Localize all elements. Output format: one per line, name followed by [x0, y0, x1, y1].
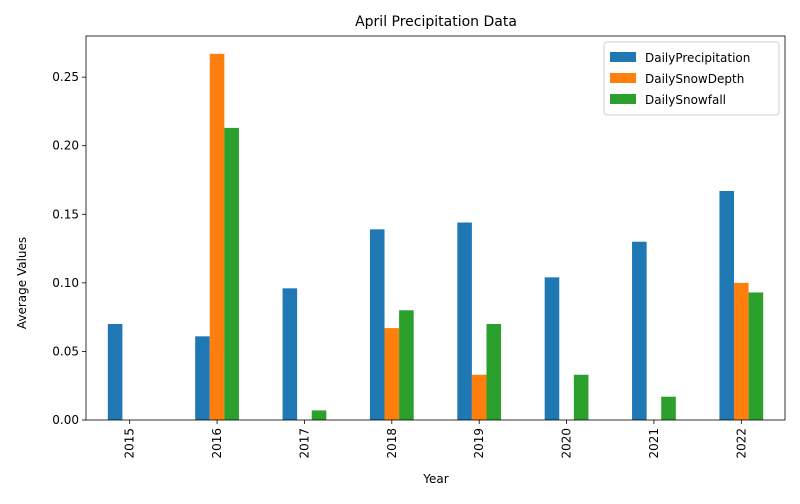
x-tick-label: 2018 [385, 428, 399, 459]
legend-box [603, 41, 780, 116]
x-tick-label: 2020 [560, 428, 574, 459]
y-tick-label: 0.20 [52, 139, 79, 153]
bar-DailySnowfall-2017 [311, 410, 327, 420]
plot-frame [85, 35, 786, 421]
bar-DailySnowfall-2022 [748, 292, 764, 420]
bar-DailySnowfall-2018 [399, 310, 414, 420]
bar-DailyPrecipitation-2020 [544, 277, 560, 420]
x-tick-label: 2019 [472, 428, 486, 459]
bar-DailyPrecipitation-2018 [369, 229, 385, 420]
y-tick-label: 0.05 [52, 344, 79, 358]
x-tick-label: 2022 [734, 428, 748, 459]
axes-group: 0.00 0.05 0.10 0.15 0.20 0.25 2015 2016 2017 2018… [52, 35, 786, 459]
bar-DailyPrecipitation-2022 [719, 190, 735, 420]
bar-DailyPrecipitation-2021 [632, 241, 647, 420]
x-tick-label: 2016 [210, 428, 224, 459]
bar-DailyPrecipitation-2015 [107, 324, 123, 420]
legend-swatch-DailySnowfall [610, 94, 636, 104]
y-axis-label: Average Values [15, 237, 29, 329]
legend-swatch-DailySnowDepth [610, 73, 636, 83]
y-tick-label: 0.00 [52, 413, 79, 427]
y-tick-label: 0.10 [52, 276, 79, 290]
bar-DailySnowDepth-2016 [209, 53, 225, 420]
chart-title: April Precipitation Data [355, 14, 517, 30]
bar-DailySnowDepth-2022 [734, 282, 749, 420]
bar-DailySnowfall-2020 [573, 374, 589, 420]
bars-group [107, 53, 764, 420]
bar-DailyPrecipitation-2016 [195, 336, 210, 420]
legend: DailyPrecipitation DailySnowDepth DailySno… [603, 41, 780, 116]
bar-DailySnowfall-2016 [224, 127, 239, 420]
x-tick-label: 2017 [297, 428, 311, 459]
legend-swatch-DailyPrecipitation [610, 52, 636, 62]
bar-DailyPrecipitation-2017 [282, 288, 298, 420]
bar-DailySnowDepth-2019 [471, 374, 487, 420]
legend-label-DailyPrecipitation: DailyPrecipitation [645, 51, 750, 65]
bar-DailySnowfall-2019 [486, 324, 502, 420]
x-tick-label: 2015 [123, 428, 137, 459]
bar-DailySnowDepth-2018 [384, 328, 400, 420]
bar-DailySnowfall-2021 [661, 396, 676, 420]
y-tick-label: 0.15 [52, 207, 79, 221]
legend-label-DailySnowfall: DailySnowfall [645, 93, 726, 107]
x-axis-label: Year [422, 472, 448, 486]
x-tick-label: 2021 [647, 428, 661, 459]
bar-DailyPrecipitation-2019 [457, 222, 472, 420]
y-tick-label: 0.25 [52, 70, 79, 84]
legend-label-DailySnowDepth: DailySnowDepth [645, 72, 744, 86]
